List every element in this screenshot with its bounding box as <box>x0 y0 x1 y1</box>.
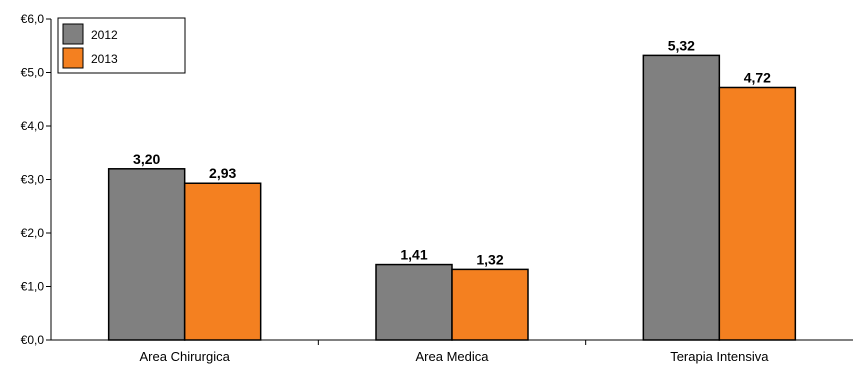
data-label-2012-terapia-intensiva: 5,32 <box>668 37 695 53</box>
data-label-2013-area-chirurgica: 2,93 <box>209 165 236 181</box>
x-tick-label: Area Chirurgica <box>140 349 231 364</box>
bar-2013-terapia-intensiva <box>718 86 797 341</box>
bar-2012-area-chirurgica <box>107 168 186 341</box>
y-tick-label: €1,0 <box>21 280 45 294</box>
y-tick-label: €4,0 <box>21 119 45 133</box>
axes-layer: €0,0 €1,0 €2,0 €3,0 €4,0 €5,0 €6,0 Area Chirurg… <box>21 12 853 364</box>
y-tick-label: €3,0 <box>21 173 45 187</box>
x-tick-label: Terapia Intensiva <box>670 349 769 364</box>
y-tick-label: €0,0 <box>21 333 45 347</box>
data-label-2012-area-chirurgica: 3,20 <box>133 151 160 167</box>
legend-swatch-2012 <box>62 23 84 45</box>
x-tick-label: Area Medica <box>416 349 490 364</box>
data-label-2012-area-medica: 1,41 <box>400 247 427 263</box>
data-label-2013-area-medica: 1,32 <box>476 251 503 267</box>
legend: 2012 2013 <box>57 17 186 74</box>
labels-layer: 3,20 2,93 1,41 1,32 5,32 4,72 <box>133 37 771 267</box>
bar-2012-terapia-intensiva <box>642 54 721 341</box>
bar-2013-area-medica <box>451 268 529 341</box>
legend-label-2012: 2012 <box>91 28 118 42</box>
legend-label-2013: 2013 <box>91 52 118 66</box>
bar-2012-area-medica <box>375 263 453 341</box>
data-label-2013-terapia-intensiva: 4,72 <box>744 69 771 85</box>
bar-2013-area-chirurgica <box>183 182 262 341</box>
y-tick-label: €6,0 <box>21 12 45 26</box>
y-tick-label: €5,0 <box>21 66 45 80</box>
y-tick-label: €2,0 <box>21 226 45 240</box>
legend-swatch-2013 <box>62 47 84 69</box>
bars-layer <box>107 54 797 341</box>
